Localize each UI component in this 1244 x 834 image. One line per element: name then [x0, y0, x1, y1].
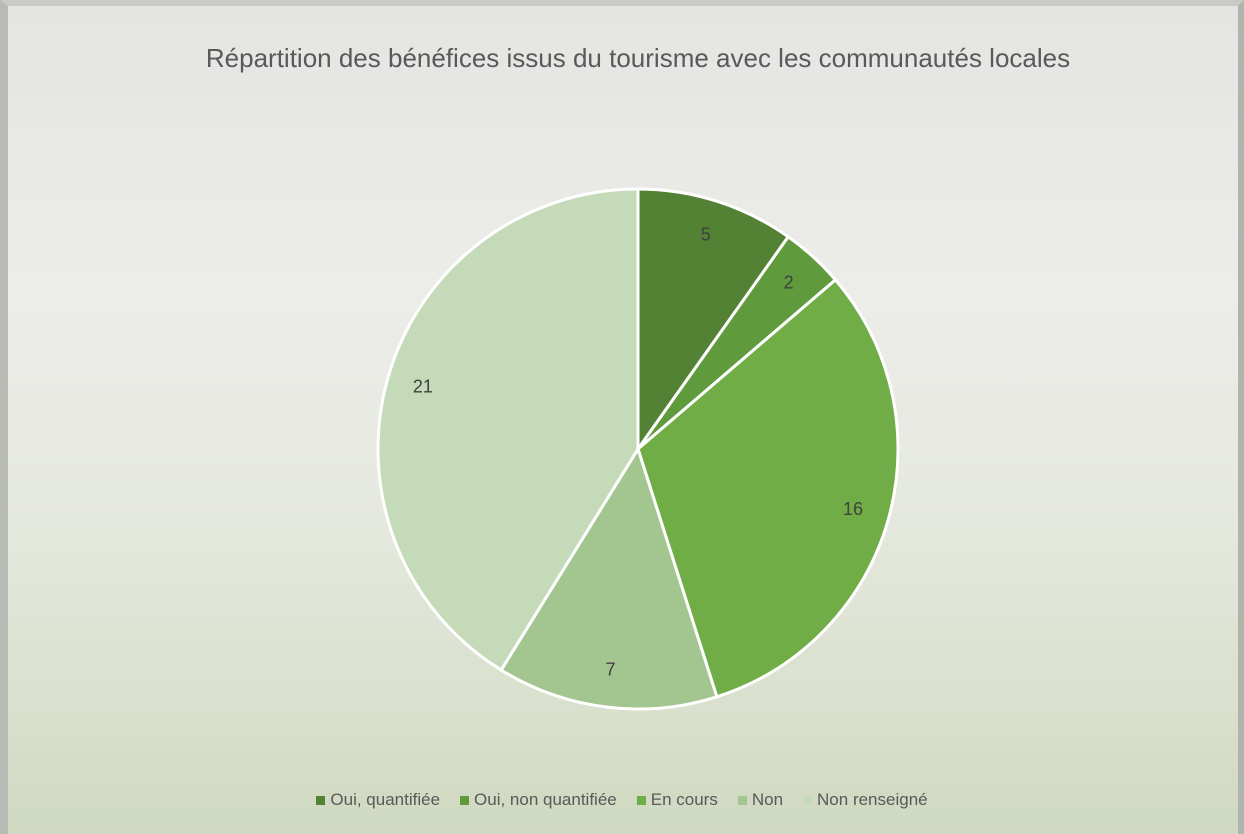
legend-item: Non — [737, 790, 784, 810]
legend-swatch — [737, 795, 747, 805]
pie-slice — [636, 277, 900, 699]
legend-swatch — [316, 795, 326, 805]
data-label: 7 — [606, 660, 616, 680]
data-label: 21 — [413, 377, 433, 397]
pie-slice — [376, 187, 640, 673]
legend-item: En cours — [636, 790, 718, 810]
data-label: 16 — [843, 499, 863, 519]
legend-item: Oui, quantifiée — [316, 790, 440, 810]
pie-slice — [499, 445, 719, 711]
legend: Oui, quantifiée Oui, non quantifiée En cou… — [0, 790, 1244, 810]
legend-swatch — [803, 795, 813, 805]
legend-swatch — [460, 795, 470, 805]
pie-slice — [636, 187, 791, 454]
data-label: 2 — [784, 273, 794, 293]
legend-label: Non renseigné — [817, 790, 928, 809]
legend-label: Oui, quantifiée — [330, 790, 441, 809]
legend-item: Non renseigné — [803, 790, 928, 810]
legend-label: Oui, non quantifiée — [474, 790, 617, 809]
legend-label: En cours — [650, 790, 718, 809]
chart-title: Répartition des bénéfices issus du touri… — [205, 43, 1071, 73]
legend-label: Non — [751, 790, 784, 809]
legend-swatch — [636, 795, 646, 805]
data-label: 5 — [701, 225, 711, 245]
legend-item: Oui, non quantifiée — [460, 790, 617, 810]
